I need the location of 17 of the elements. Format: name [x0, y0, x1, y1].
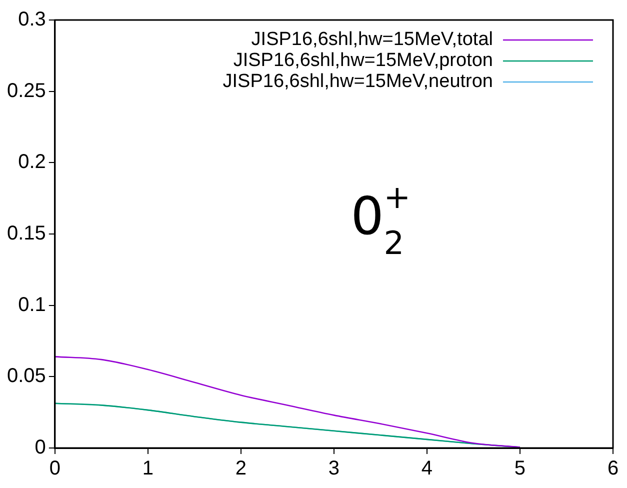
x-tick-label: 6: [607, 458, 619, 480]
y-tick-label: 0.25: [6, 80, 46, 102]
legend-label: JISP16,6shl,hw=15MeV,total: [251, 29, 493, 50]
y-tick-label: 0.05: [6, 365, 46, 388]
y-tick-label: 0.15: [6, 222, 46, 245]
x-tick-label: 0: [49, 458, 60, 480]
y-tick-label: 0.3: [18, 8, 46, 31]
x-tick-label: 4: [421, 458, 433, 480]
y-tick-label: 0.1: [18, 294, 46, 316]
x-tick-label: 3: [328, 458, 340, 480]
x-tick-label: 2: [235, 458, 247, 480]
x-tick-label: 1: [142, 458, 154, 480]
legend-label: JISP16,6shl,hw=15MeV,neutron: [222, 71, 493, 92]
y-tick-label: 0.2: [18, 151, 46, 174]
y-tick-label: 0: [34, 436, 46, 459]
legend-label: JISP16,6shl,hw=15MeV,proton: [233, 50, 493, 72]
x-tick-label: 5: [514, 458, 526, 480]
